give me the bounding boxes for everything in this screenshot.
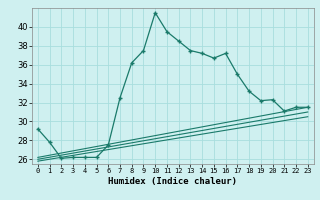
X-axis label: Humidex (Indice chaleur): Humidex (Indice chaleur) (108, 177, 237, 186)
